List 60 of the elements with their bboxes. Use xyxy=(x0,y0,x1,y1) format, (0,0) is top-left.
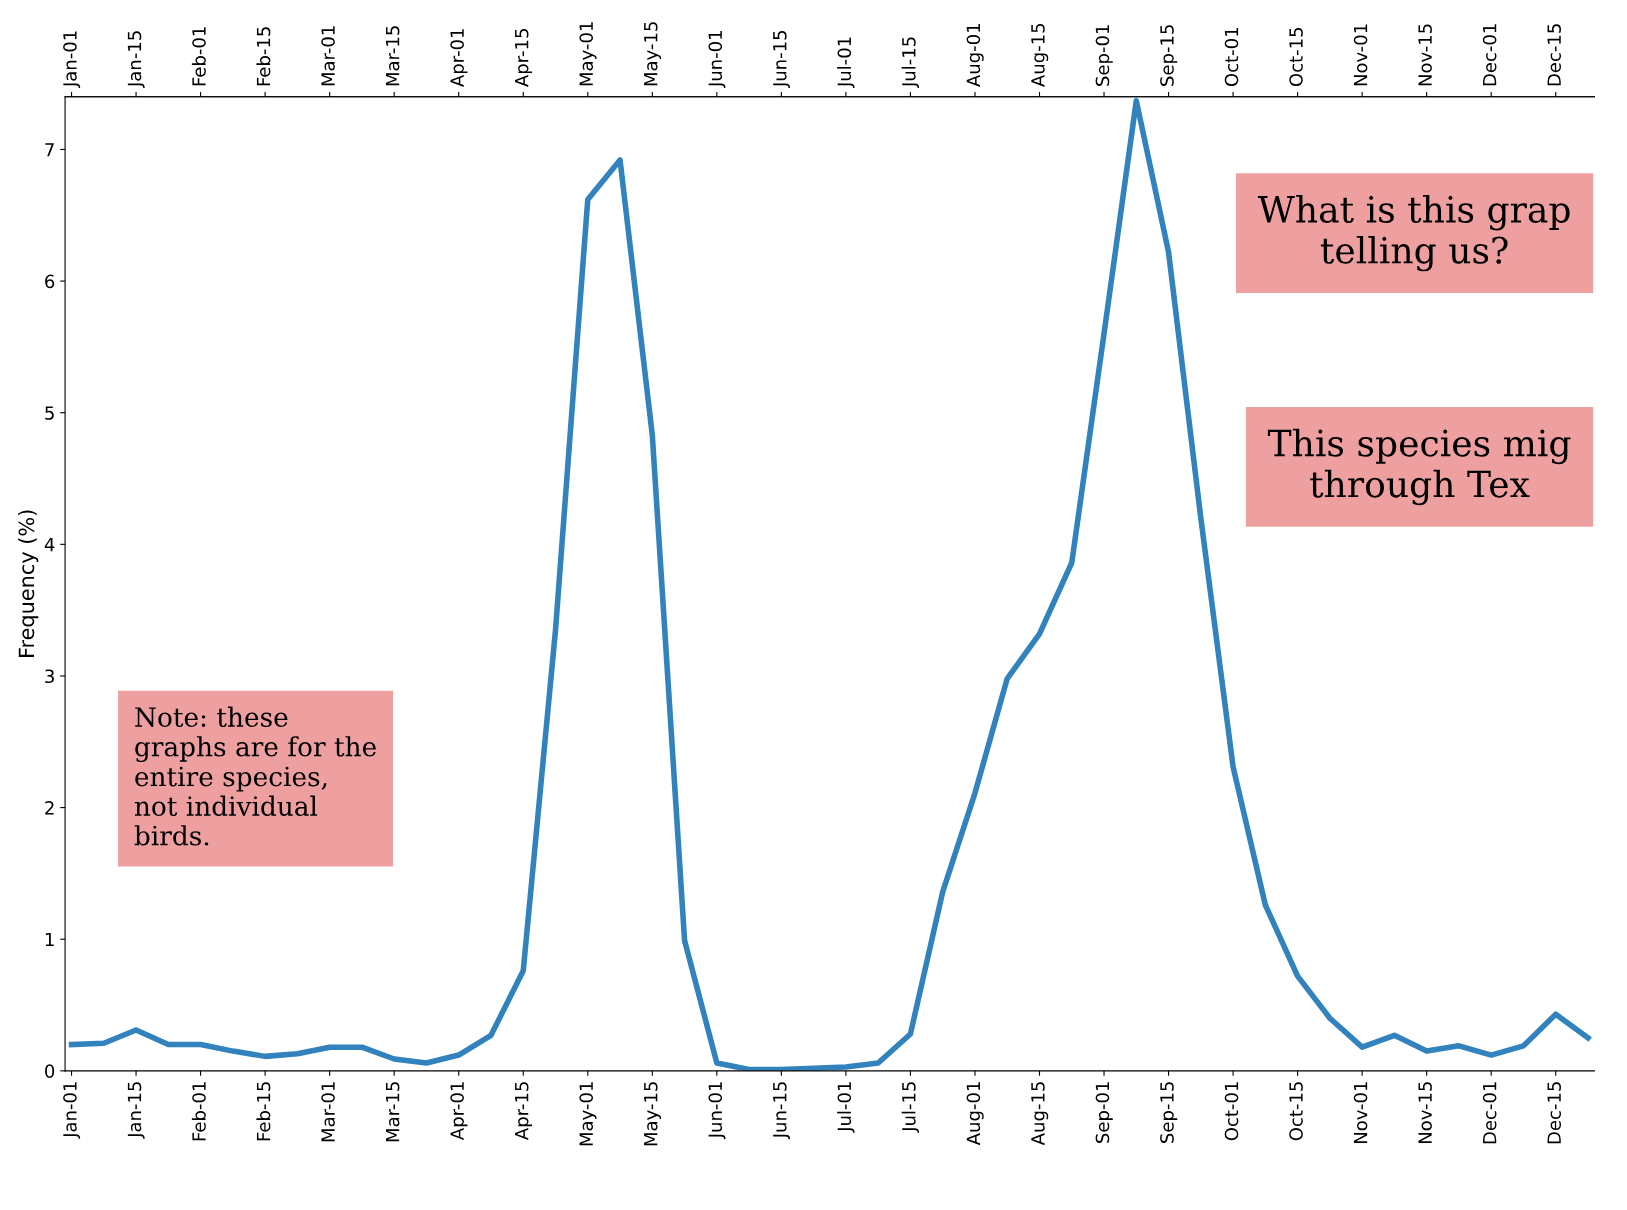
category-label: May-15 xyxy=(644,1082,662,1146)
category-label: Sep-15 xyxy=(1160,1082,1178,1143)
x-tick-label: Jul-01 xyxy=(837,37,855,89)
x-tick-label: Apr-01 xyxy=(450,29,468,87)
y-tick-label: 4 xyxy=(44,538,55,552)
x-tick-label: Jul-15 xyxy=(901,37,920,89)
y-tick-label: 2 xyxy=(45,801,54,815)
x-tick-label: Apr-15 xyxy=(515,29,532,87)
category-label: Apr-15 xyxy=(515,1082,532,1141)
x-tick-label: Mar-15 xyxy=(386,26,400,86)
y-tick-label: 0 xyxy=(45,1064,55,1078)
category-label: Aug-15 xyxy=(1031,1082,1049,1146)
category-label: Dec-15 xyxy=(1547,1082,1561,1144)
category-label: Nov-01 xyxy=(1353,1082,1368,1144)
y-tick-label: 5 xyxy=(45,406,54,420)
y-tick-label: 6 xyxy=(45,274,55,289)
category-label: Jan-01 xyxy=(63,1082,81,1139)
category-label: Feb-01 xyxy=(191,1082,206,1141)
x-tick-label: Sep-15 xyxy=(1160,25,1178,86)
category-label: Oct-15 xyxy=(1289,1082,1303,1141)
x-tick-label: Dec-01 xyxy=(1482,24,1497,86)
annotation: This species mig through Tex xyxy=(1267,428,1571,506)
x-tick-label: Aug-01 xyxy=(966,24,984,87)
category-label: Oct-01 xyxy=(1224,1082,1239,1141)
x-tick-label: May-01 xyxy=(579,22,597,86)
category-label: Jul-01 xyxy=(837,1082,855,1133)
category-label: Sep-01 xyxy=(1095,1082,1113,1143)
category-label: Jan-15 xyxy=(127,1082,145,1139)
category-label: Apr-01 xyxy=(450,1082,468,1141)
x-tick-label: Dec-15 xyxy=(1547,24,1561,86)
category-label: Mar-01 xyxy=(321,1082,335,1142)
category-label: Jun-15 xyxy=(773,1082,790,1140)
x-tick-label: Feb-15 xyxy=(256,27,271,86)
x-tick-label: Sep-01 xyxy=(1095,25,1113,86)
annotation: Note: these graphs are for the entire species, not individual birds. xyxy=(134,706,376,846)
category-label: Mar-15 xyxy=(386,1082,400,1142)
x-tick-label: Jun-01 xyxy=(708,31,726,89)
x-tick-label: Feb-01 xyxy=(191,27,206,86)
category-label: Nov-15 xyxy=(1418,1082,1432,1144)
y-tick-label: 1 xyxy=(45,932,54,947)
x-tick-label: Nov-01 xyxy=(1353,24,1368,86)
x-tick-label: Oct-15 xyxy=(1289,27,1303,87)
y-tick-label: 7 xyxy=(45,143,54,157)
category-label: Jun-01 xyxy=(708,1082,726,1140)
x-tick-label: May-15 xyxy=(644,22,662,86)
category-label: Jul-15 xyxy=(901,1082,920,1133)
annotation: What is this grap telling us? xyxy=(1257,194,1570,272)
category-label: May-01 xyxy=(579,1082,597,1146)
y-axis-title: Frequency (%) xyxy=(18,510,39,657)
x-tick-label: Oct-01 xyxy=(1224,28,1239,87)
x-tick-label: Jun-15 xyxy=(773,30,790,89)
category-label: Feb-15 xyxy=(256,1082,271,1141)
y-tick-label: 3 xyxy=(45,669,54,684)
category-label: Dec-01 xyxy=(1482,1082,1497,1144)
x-tick-label: Jan-01 xyxy=(63,31,81,89)
x-tick-label: Mar-01 xyxy=(321,26,335,86)
x-tick-label: Nov-15 xyxy=(1418,24,1432,86)
x-tick-label: Aug-15 xyxy=(1031,23,1049,87)
category-label: Aug-01 xyxy=(966,1082,984,1146)
x-tick-label: Jan-15 xyxy=(127,31,145,89)
